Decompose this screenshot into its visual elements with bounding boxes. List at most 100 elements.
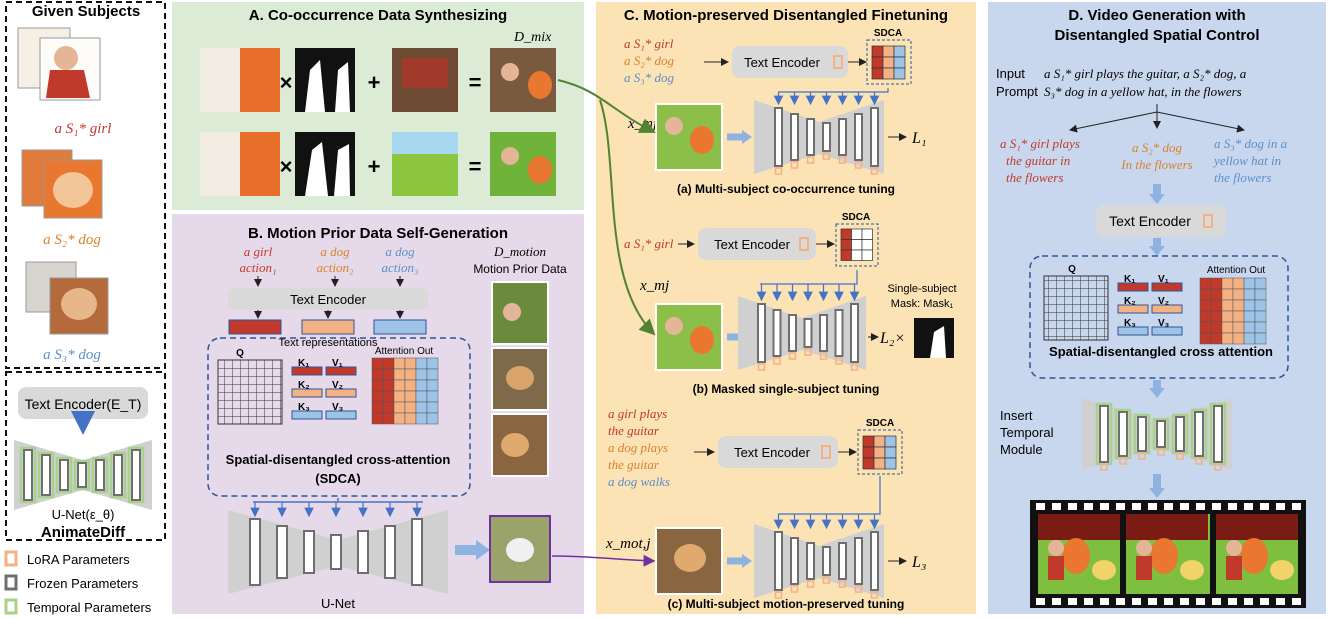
sdca-cell: [871, 56, 884, 69]
ca-prompt-3: a S₃* dog: [624, 70, 675, 85]
panel-d-title-2: Disentangled Spatial Control: [1054, 27, 1259, 44]
legend-frozen-swatch: [4, 574, 18, 591]
attn-cell: [1210, 310, 1223, 323]
a-to-ca-arrow: [557, 79, 656, 133]
unet-block: [822, 546, 831, 576]
d-sub2-line-2: In the flowers: [1120, 157, 1193, 172]
cb-loss: L₂×: [879, 330, 905, 347]
film-hole: [1084, 598, 1093, 605]
film-hole: [1164, 503, 1173, 510]
lora-block: [774, 167, 783, 175]
d-insert-1: Insert: [1000, 408, 1033, 423]
sdca-cell: [871, 67, 884, 80]
attn-cell: [382, 401, 395, 414]
op-plus-2: +: [368, 154, 381, 179]
v-block: [1151, 326, 1183, 336]
action1-line1: a girl: [244, 244, 273, 259]
sdca-cell: [873, 435, 886, 448]
cb-unet: [738, 296, 866, 370]
legend-frozen-label: Frozen Parameters: [27, 576, 139, 591]
unet-block: [357, 530, 369, 574]
cb-unet-arrows: [756, 284, 860, 302]
k-label: K₂: [298, 380, 310, 391]
unet-block: [303, 530, 315, 574]
attn-cell: [1243, 277, 1256, 290]
v-label: V₁: [332, 358, 343, 369]
unet-block: [774, 531, 783, 591]
attn-cell: [415, 390, 428, 403]
d-sub1-line-2: the guitar in: [1006, 153, 1070, 168]
action3-line1: a dog: [385, 244, 415, 259]
b-q-grid: [217, 359, 283, 425]
unet-block: [384, 525, 396, 579]
attn-cell: [1243, 332, 1256, 345]
attn-cell: [1254, 321, 1267, 334]
cc-prompt-1: a girl plays: [608, 406, 667, 421]
sdca-cell: [884, 446, 897, 459]
cc-prompt-5: a dog walks: [608, 474, 670, 489]
cc-prompt-2: the guitar: [608, 423, 660, 438]
op-times-1: ×: [280, 70, 293, 95]
cb-sdca-box: [835, 223, 879, 267]
v-label: V₃: [1158, 318, 1170, 329]
film-hole: [1292, 598, 1301, 605]
temporal-block: [37, 451, 55, 499]
unet-block: [834, 309, 844, 357]
d-attn-out-label: Attention Out: [1207, 265, 1266, 276]
temporal-block: [109, 451, 127, 499]
lora-block: [835, 357, 843, 365]
unet-block: [1118, 411, 1128, 457]
panel-b-title: B. Motion Prior Data Self-Generation: [248, 225, 508, 242]
film-hole: [1292, 503, 1301, 510]
panel-d: D. Video Generation with Disentangled Sp…: [988, 2, 1326, 614]
attn-cell: [1199, 299, 1212, 312]
d-input-label: Input: [996, 66, 1025, 81]
frame-hat-dog: [1180, 560, 1204, 580]
d-prompt-line-2: S₃* dog in a yellow hat, in the flowers: [1044, 84, 1242, 99]
unet-block: [1137, 416, 1147, 452]
given-subjects-title: Given Subjects: [32, 3, 140, 20]
b-repr-3: [373, 319, 427, 335]
unet-block: [757, 303, 766, 363]
left-unet-blocks: [19, 446, 145, 504]
attn-cell: [415, 412, 428, 425]
sdca-cell: [851, 249, 863, 261]
lora-block: [838, 156, 847, 164]
frame-girl-body: [1048, 556, 1064, 580]
cb-unet-blocks: [757, 303, 859, 371]
d-sdca-box: [1029, 255, 1289, 379]
unet-block: [838, 118, 847, 156]
attn-cell: [1199, 332, 1212, 345]
subject1-label: a S₁* girl: [55, 121, 112, 137]
lora-block: [854, 585, 863, 593]
d-unet-blocks: [1095, 402, 1227, 471]
animatediff-label: AnimateDiff: [41, 524, 126, 541]
unet-block: [1156, 420, 1166, 448]
attn-cell: [1221, 277, 1234, 290]
attn-cell: [404, 401, 417, 414]
b-unet-blocks: [249, 518, 423, 586]
cc-caption: (c) Multi-subject motion-preserved tunin…: [668, 597, 905, 611]
film-hole: [1132, 503, 1141, 510]
sdca-cell: [882, 56, 895, 69]
film-hole: [1196, 598, 1205, 605]
d-prompt-line-1: a S₁* girl plays the guitar, a S₂* dog, …: [1044, 66, 1247, 81]
lora-block: [819, 352, 828, 360]
unet-block: [819, 314, 828, 352]
lora-block: [1119, 457, 1127, 465]
attn-cell: [382, 357, 395, 370]
cc-xmot: x_mot,j: [605, 536, 651, 552]
attn-cell: [371, 368, 384, 381]
sdca-cell: [862, 435, 875, 448]
sdca-cell: [893, 45, 906, 58]
attn-cell: [1199, 288, 1212, 301]
unet-block: [850, 303, 859, 363]
b-unet-label: U-Net: [321, 596, 355, 611]
b-sdca-title-1: Spatial-disentangled cross-attention: [226, 452, 451, 467]
unet-block: [854, 113, 863, 161]
cc-unet-arrows: [773, 514, 880, 530]
v-label: V₃: [332, 402, 344, 413]
lora-block: [822, 576, 831, 584]
attn-cell: [1199, 310, 1212, 323]
frame-hat-dog: [1092, 560, 1116, 580]
